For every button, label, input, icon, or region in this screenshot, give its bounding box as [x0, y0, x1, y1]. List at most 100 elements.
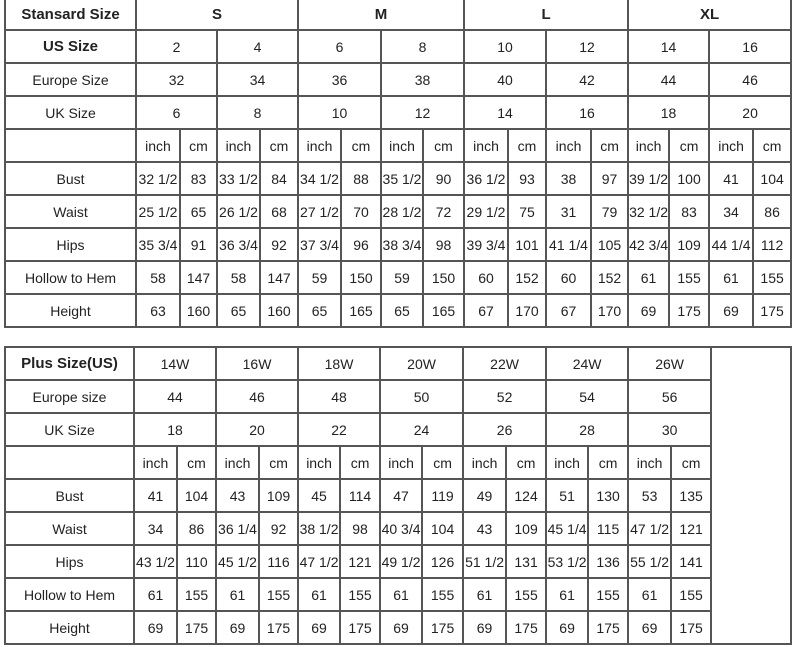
size-value: 4 [215, 29, 300, 64]
row-label: Hips [4, 544, 135, 579]
measurement-value: 47 1/2 [297, 544, 342, 579]
row-label: Height [4, 610, 135, 645]
unit-label: cm [258, 128, 300, 163]
measurement-value: 115 [587, 511, 630, 546]
plus-size-value: 24W [545, 346, 630, 381]
measurement-value: 59 [380, 260, 425, 295]
measurement-value: 47 1/2 [627, 511, 673, 546]
size-value: 2 [135, 29, 218, 64]
measurement-value: 34 [708, 194, 755, 229]
measurement-value: 92 [258, 227, 300, 262]
measurement-value: 175 [175, 610, 218, 645]
measurement-value: 75 [507, 194, 548, 229]
measurement-row: Hollow to Hem 58 147 58 147 59 150 59 150 60 152 60… [4, 260, 793, 295]
size-value: 46 [708, 62, 793, 97]
unit-label: cm [590, 128, 630, 163]
measurement-value: 165 [340, 293, 383, 328]
measurement-value: 147 [179, 260, 218, 295]
blank-cell [4, 128, 137, 163]
measurement-value: 155 [587, 577, 630, 612]
measurement-value: 152 [590, 260, 630, 295]
plus-size-value: 16W [215, 346, 300, 381]
measurement-value: 83 [179, 161, 218, 196]
unit-label: inch [380, 128, 425, 163]
size-value: 16 [708, 29, 793, 64]
unit-label: inch [463, 128, 510, 163]
size-value: 10 [297, 95, 383, 130]
measurement-value: 170 [507, 293, 548, 328]
measurement-value: 91 [179, 227, 218, 262]
header-row: Plus Size(US) 14W 16W 18W 20W 22W 24W 26W [4, 346, 793, 645]
row-label: Height [4, 293, 137, 328]
measurement-value: 58 [216, 260, 261, 295]
plus-size-chart: Plus Size(US) 14W 16W 18W 20W 22W 24W 26W Europe… [4, 346, 793, 645]
unit-label: cm [258, 445, 300, 480]
measurement-value: 124 [505, 478, 548, 513]
measurement-value: 27 1/2 [297, 194, 343, 229]
measurement-value: 175 [505, 610, 548, 645]
size-value: 18 [132, 412, 218, 447]
unit-label: cm [339, 445, 382, 480]
size-value: 52 [462, 379, 548, 414]
measurement-value: 141 [670, 544, 713, 579]
plus-size-header: Plus Size(US) [4, 346, 135, 381]
measurement-value: 105 [590, 227, 630, 262]
measurement-value: 34 1/2 [297, 161, 343, 196]
size-value: 6 [297, 29, 383, 64]
unit-label: inch [379, 445, 424, 480]
units-row: inch cm inch cm inch cm inch cm inch cm inch cm inch… [4, 128, 793, 163]
measurement-value: 116 [258, 544, 300, 579]
measurement-value: 34 [133, 511, 178, 546]
europe-size-row: Europe Size 32 34 36 38 40 42 44 46 [4, 62, 793, 97]
measurement-value: 43 [215, 478, 261, 513]
measurement-value: 39 3/4 [463, 227, 510, 262]
unit-label: inch [133, 445, 178, 480]
size-value: 54 [545, 379, 630, 414]
measurement-value: 67 [463, 293, 510, 328]
measurement-value: 61 [545, 577, 590, 612]
measurement-row: Waist 25 1/2 65 26 1/2 68 27 1/2 70 28 1/2 72 29 … [4, 194, 793, 229]
measurement-value: 32 1/2 [627, 194, 671, 229]
size-value: 48 [297, 379, 382, 414]
measurement-value: 84 [258, 161, 300, 196]
measurement-value: 175 [339, 610, 382, 645]
measurement-row: Waist 34 86 36 1/4 92 38 1/2 98 40 3/4 104 43 109 4… [4, 511, 791, 546]
measurement-value: 51 1/2 [462, 544, 508, 579]
measurement-value: 69 [545, 610, 590, 645]
size-value: 32 [135, 62, 218, 97]
measurement-value: 104 [175, 478, 218, 513]
size-value: 56 [627, 379, 713, 414]
measurement-value: 65 [179, 194, 218, 229]
measurement-value: 61 [627, 577, 673, 612]
measurement-value: 69 [708, 293, 755, 328]
measurement-value: 175 [668, 293, 711, 328]
empty-column [710, 346, 793, 645]
measurement-value: 53 1/2 [545, 544, 590, 579]
measurement-value: 86 [175, 511, 218, 546]
size-value: 28 [545, 412, 630, 447]
measurement-value: 83 [668, 194, 711, 229]
unit-label: cm [340, 128, 383, 163]
measurement-row: Hips 35 3/4 91 36 3/4 92 37 3/4 96 38 3/4 98 39 3… [4, 227, 793, 262]
measurement-value: 109 [258, 478, 300, 513]
unit-label: cm [752, 128, 793, 163]
unit-label: cm [422, 128, 466, 163]
size-value: 12 [380, 95, 466, 130]
measurement-value: 36 1/4 [215, 511, 261, 546]
size-value: 34 [215, 62, 300, 97]
size-value: 42 [545, 62, 630, 97]
measurement-value: 36 3/4 [216, 227, 261, 262]
unit-label: inch [627, 445, 673, 480]
measurement-value: 29 1/2 [463, 194, 510, 229]
size-value: 36 [297, 62, 383, 97]
measurement-value: 61 [627, 260, 671, 295]
unit-label: cm [175, 445, 218, 480]
measurement-value: 131 [505, 544, 548, 579]
measurement-value: 155 [505, 577, 548, 612]
uk-size-row: UK Size 6 8 10 12 14 16 18 20 [4, 95, 793, 130]
measurement-value: 96 [340, 227, 383, 262]
uk-size-row: UK Size 18 20 22 24 26 28 30 [4, 412, 791, 447]
measurement-value: 152 [507, 260, 548, 295]
measurement-value: 92 [258, 511, 300, 546]
measurement-value: 165 [422, 293, 466, 328]
